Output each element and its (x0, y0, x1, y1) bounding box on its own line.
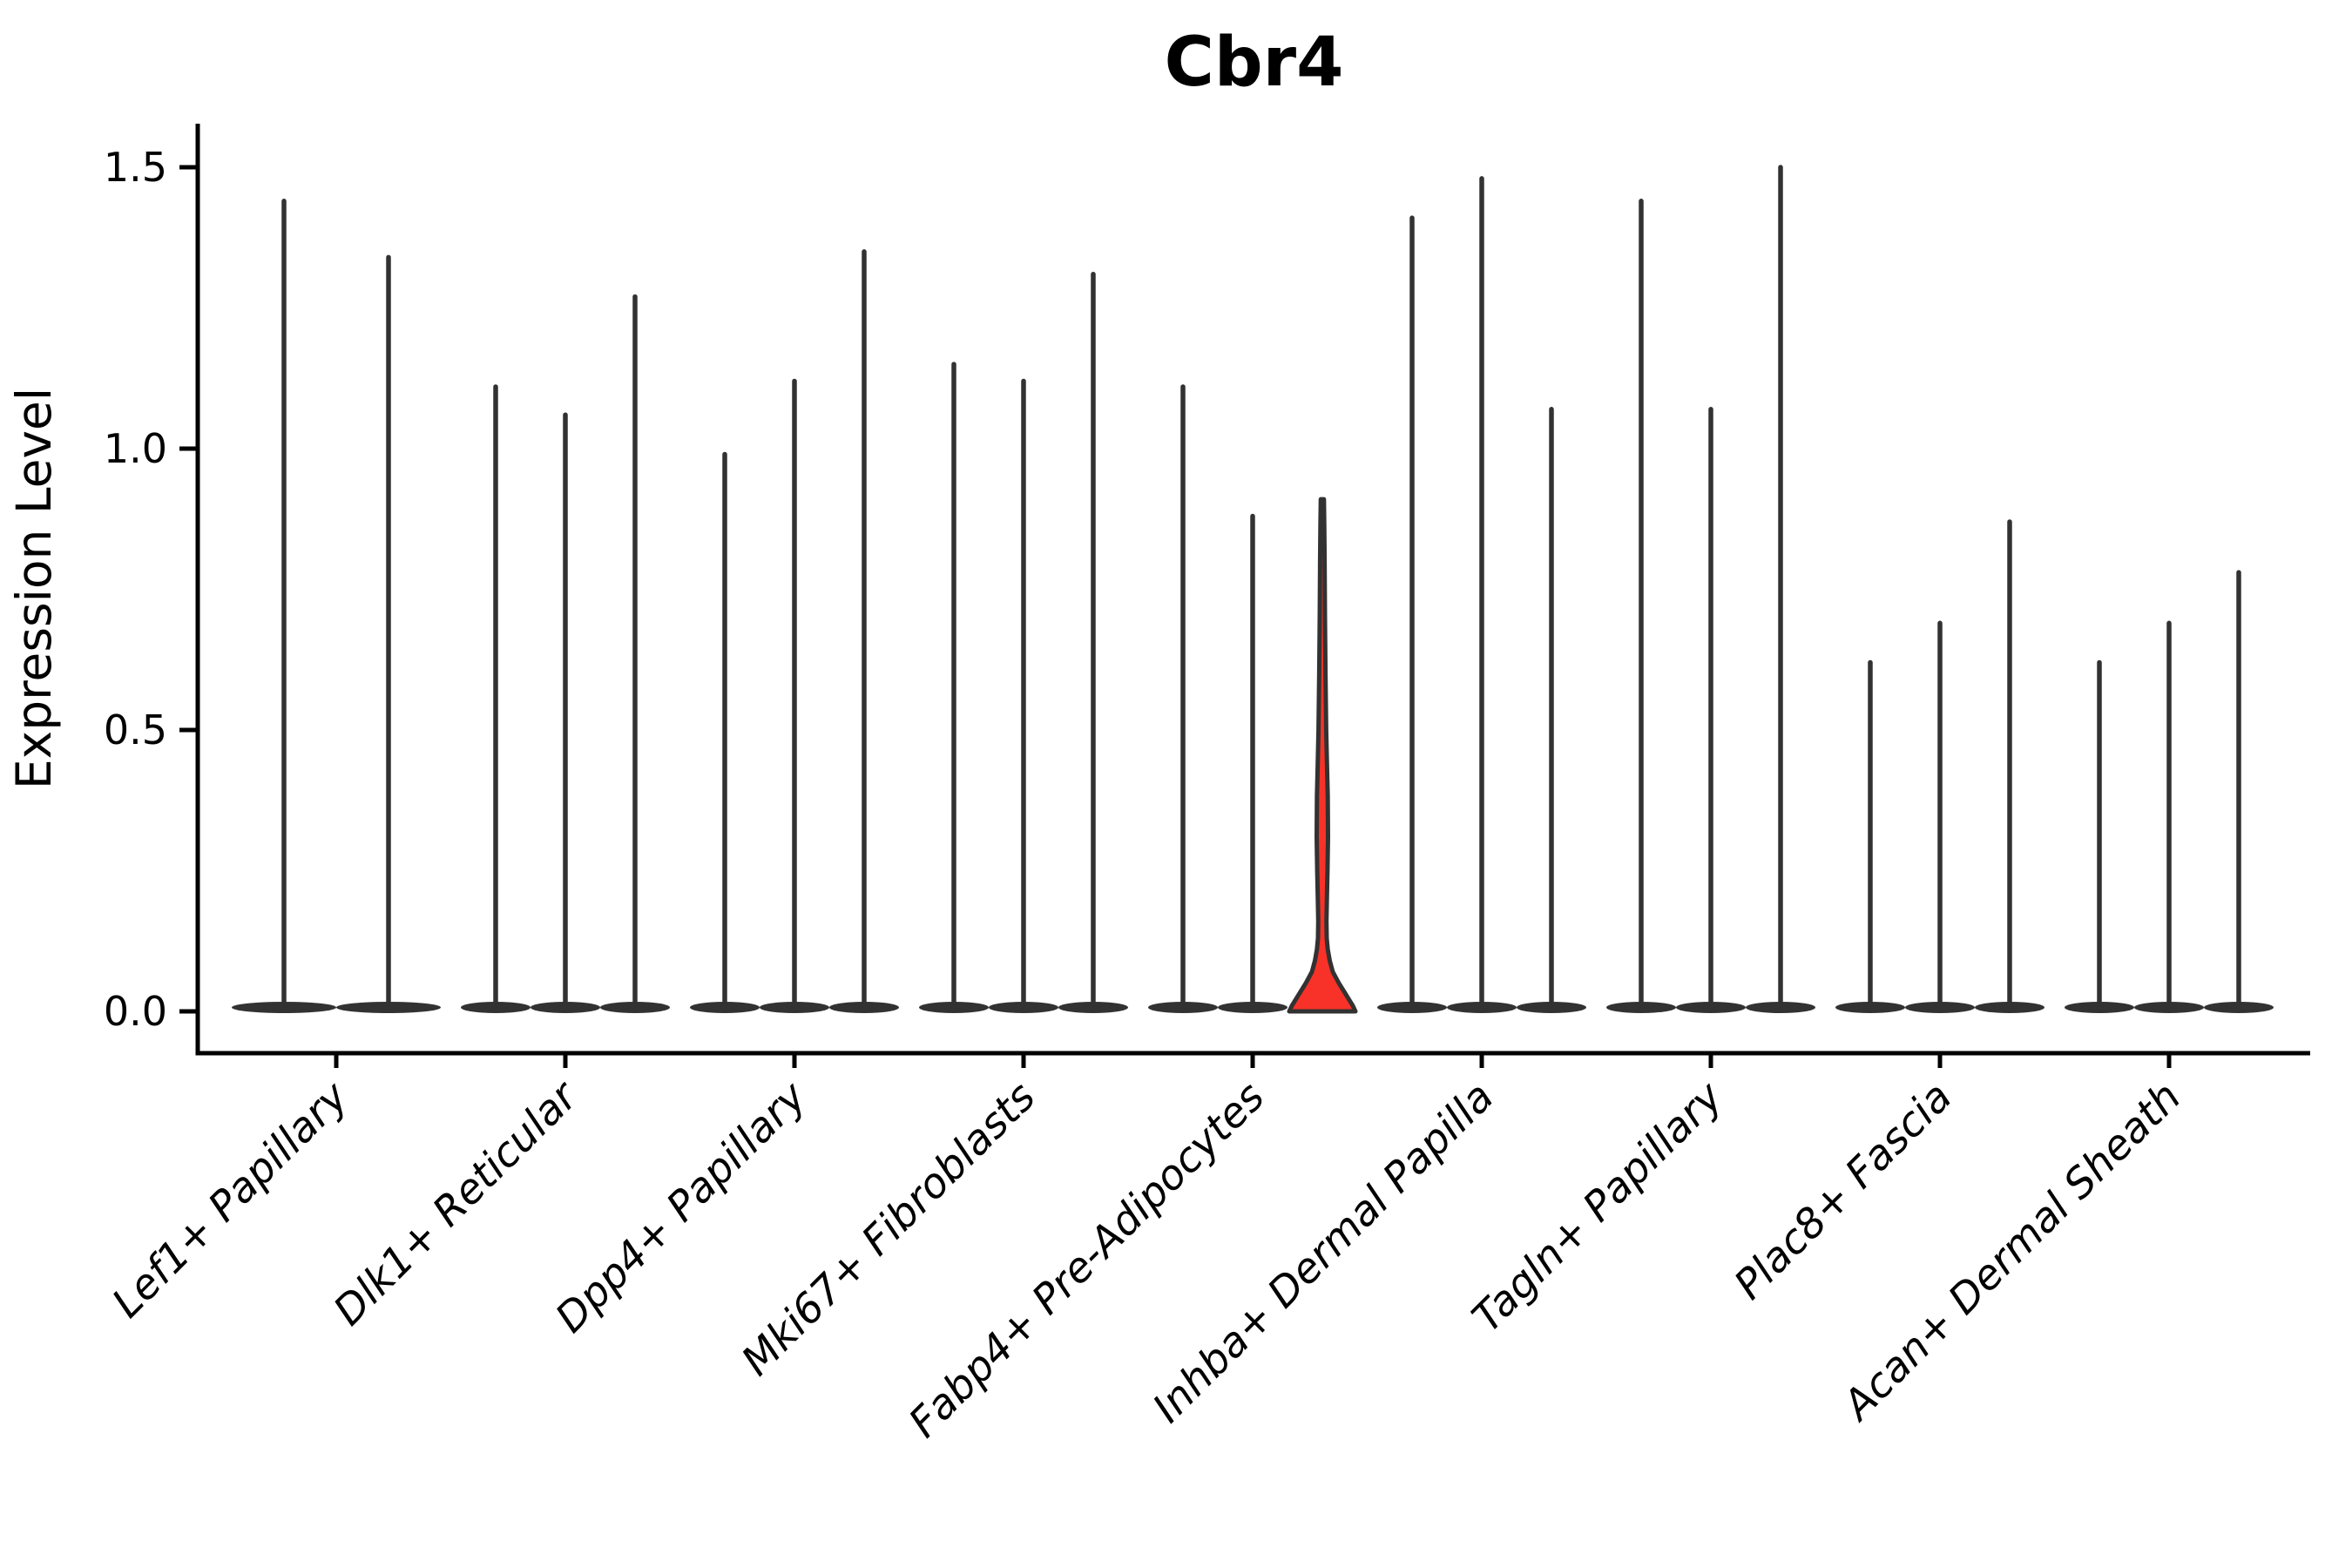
y-tick-label: 0.5 (104, 706, 167, 754)
x-tick-label: Tagln+ Papillary (1463, 1072, 1734, 1342)
plot-title: Cbr4 (1165, 24, 1344, 102)
x-tick-label: Plac8+ Fascia (1725, 1073, 1961, 1309)
highlighted-violin (1287, 497, 1358, 1014)
x-tick-label: Lef1+ Papillary (103, 1072, 358, 1328)
x-tick-label: Dpp4+ Papillary (546, 1072, 816, 1342)
y-tick-label: 1.5 (104, 144, 167, 191)
y-axis-label: Expression Level (6, 388, 62, 789)
y-tick-label: 0.0 (104, 988, 167, 1035)
x-tick-label: Dlk1+ Reticular (325, 1071, 589, 1335)
y-tick-label: 1.0 (104, 425, 167, 472)
